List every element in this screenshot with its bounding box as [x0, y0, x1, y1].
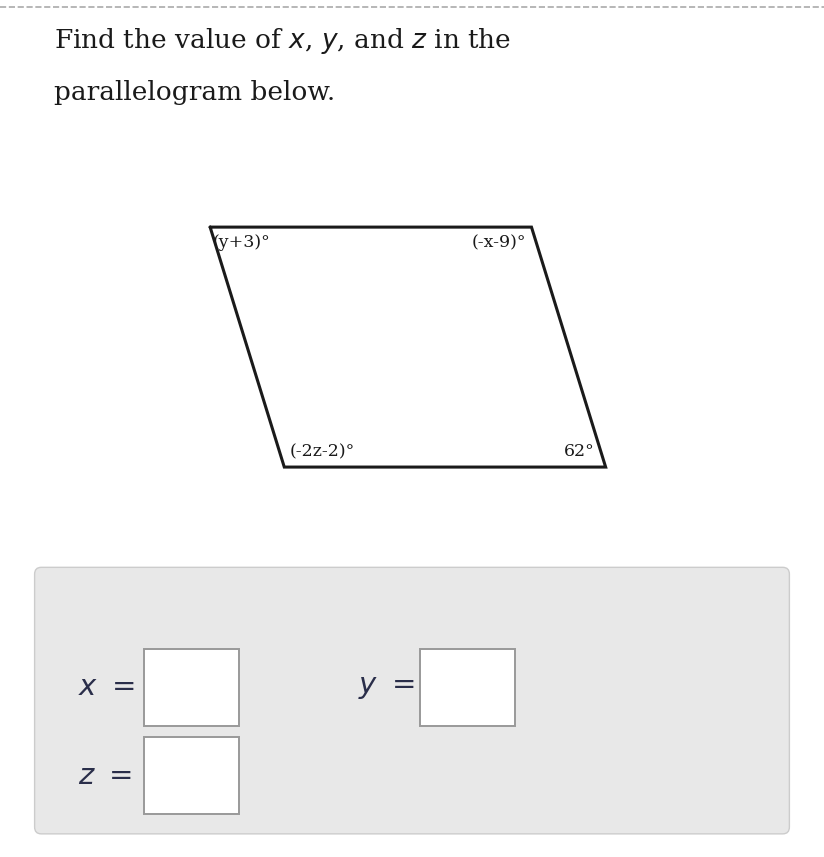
Text: $x\ =$: $x\ =$: [78, 674, 135, 701]
Bar: [144, 649, 239, 726]
Text: parallelogram below.: parallelogram below.: [54, 80, 335, 105]
Text: (y+3)°: (y+3)°: [213, 234, 270, 251]
Bar: [420, 649, 515, 726]
FancyBboxPatch shape: [35, 567, 789, 834]
Text: (-2z-2)°: (-2z-2)°: [290, 443, 355, 460]
Text: $y\ =$: $y\ =$: [358, 674, 415, 701]
Text: 62°: 62°: [564, 443, 595, 460]
Text: (-x-9)°: (-x-9)°: [471, 234, 526, 251]
Text: Find the value of $x$, $y$, and $z$ in the: Find the value of $x$, $y$, and $z$ in t…: [54, 26, 511, 56]
Bar: [144, 737, 239, 814]
Text: $z\ =$: $z\ =$: [78, 762, 132, 789]
